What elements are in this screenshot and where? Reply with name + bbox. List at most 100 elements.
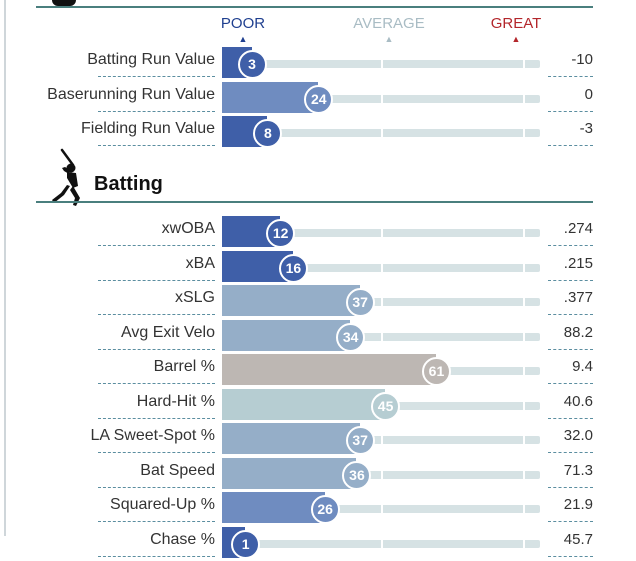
section-icon-partial <box>52 0 76 6</box>
metric-label: Fielding Run Value <box>80 120 215 137</box>
row-divider <box>548 555 593 557</box>
metric-label: Baserunning Run Value <box>47 85 215 103</box>
scale-tick <box>522 401 525 410</box>
metric-label: Hard-Hit % <box>136 392 215 410</box>
row-divider <box>548 245 593 246</box>
metric-value: .274 <box>563 220 593 237</box>
metric-label: xBA <box>185 254 215 272</box>
scale-tick <box>381 263 383 272</box>
percentile-badge: 36 <box>342 460 372 490</box>
percentile-badge: 45 <box>371 391 401 421</box>
scale-tick <box>522 298 525 306</box>
up-triangle-icon: ▲ <box>511 34 521 44</box>
metric-value: 40.6 <box>563 392 593 410</box>
metric-row: Batting Run Value 3 -10 <box>0 47 636 81</box>
row-divider <box>548 110 593 112</box>
row-divider <box>98 279 215 281</box>
metric-row: Barrel % 61 9.4 <box>0 354 636 388</box>
row-divider <box>98 555 215 557</box>
row-divider <box>548 417 593 419</box>
scale-poor-label: POOR <box>220 15 266 32</box>
metric-label: xwOBA <box>161 220 215 237</box>
scale-tick <box>381 60 383 68</box>
metric-row: xBA 16 .215 <box>0 250 636 285</box>
row-divider <box>98 110 215 112</box>
row-divider <box>98 145 215 146</box>
row-divider <box>98 486 215 488</box>
percentile-bar <box>222 388 386 420</box>
row-divider <box>548 383 593 384</box>
row-divider <box>548 348 593 350</box>
frame-border <box>4 0 6 536</box>
metric-label: LA Sweet-Spot % <box>90 427 215 444</box>
scale-tick <box>381 332 383 341</box>
metric-label: Bat Speed <box>140 461 215 479</box>
percentile-badge: 37 <box>345 288 375 317</box>
scale-tick <box>522 539 525 548</box>
batter-icon <box>52 148 80 206</box>
row-divider <box>98 245 215 246</box>
metric-row: Avg Exit Velo 34 88.2 <box>0 319 636 354</box>
percentile-badge: 37 <box>345 426 375 455</box>
scale-tick <box>381 129 383 137</box>
scale-tick <box>522 332 525 341</box>
percentile-bar <box>222 423 360 454</box>
scale-tick <box>381 298 383 306</box>
row-divider <box>98 348 215 350</box>
percentile-bar <box>222 319 351 351</box>
metric-row: Squared-Up % 26 21.9 <box>0 492 636 526</box>
metric-row: Baserunning Run Value 24 0 <box>0 81 636 116</box>
metric-row: xwOBA 12 .274 <box>0 216 636 250</box>
row-divider <box>548 145 593 146</box>
scale-tick <box>522 129 525 137</box>
percentile-badge: 26 <box>310 495 340 524</box>
scale-tick <box>522 436 525 444</box>
metric-label: Squared-Up % <box>110 496 215 513</box>
metric-label: Avg Exit Velo <box>121 323 215 341</box>
metric-row: Chase % 1 45.7 <box>0 526 636 561</box>
scale-tick <box>522 470 525 479</box>
row-divider <box>548 452 593 453</box>
percentile-bar <box>222 492 325 523</box>
section-divider <box>36 201 593 203</box>
scale-tick <box>381 229 383 237</box>
metric-row: Fielding Run Value 8 -3 <box>0 116 636 150</box>
row-divider <box>98 417 215 419</box>
metric-row: LA Sweet-Spot % 37 32.0 <box>0 423 636 457</box>
percentile-badge: 1 <box>231 529 261 559</box>
metric-value: 32.0 <box>563 427 593 444</box>
percentile-badge: 12 <box>266 219 296 248</box>
percentile-badge: 8 <box>253 119 283 148</box>
percentile-bar <box>222 457 357 489</box>
row-divider <box>548 279 593 281</box>
scale-tick <box>522 94 525 103</box>
metric-value: 9.4 <box>572 358 593 375</box>
up-triangle-icon: ▲ <box>238 34 248 44</box>
metric-value: .377 <box>563 289 593 306</box>
scale-tick <box>381 94 383 103</box>
metric-label: Batting Run Value <box>87 51 215 68</box>
metric-value: 71.3 <box>563 461 593 479</box>
scale-tick <box>522 505 525 513</box>
metric-row: Hard-Hit % 45 40.6 <box>0 388 636 423</box>
metric-value: 21.9 <box>563 496 593 513</box>
row-divider <box>548 314 593 315</box>
metric-value: 0 <box>584 85 593 103</box>
scale-tick <box>381 505 383 513</box>
up-triangle-icon: ▲ <box>384 34 394 44</box>
row-divider <box>98 452 215 453</box>
scale-tick <box>522 60 525 68</box>
metric-value: -10 <box>571 51 593 68</box>
row-divider <box>98 314 215 315</box>
metric-value: 88.2 <box>563 323 593 341</box>
percentile-bar <box>222 81 319 113</box>
metric-value: .215 <box>563 254 593 272</box>
percentile-badge: 34 <box>336 322 366 352</box>
scale-great-label: GREAT <box>490 15 542 32</box>
row-divider <box>98 383 215 384</box>
row-divider <box>548 486 593 488</box>
scale-tick <box>381 436 383 444</box>
metric-value: -3 <box>579 120 593 137</box>
row-divider <box>98 521 215 522</box>
scale-poor: POOR ▲ <box>221 14 265 48</box>
